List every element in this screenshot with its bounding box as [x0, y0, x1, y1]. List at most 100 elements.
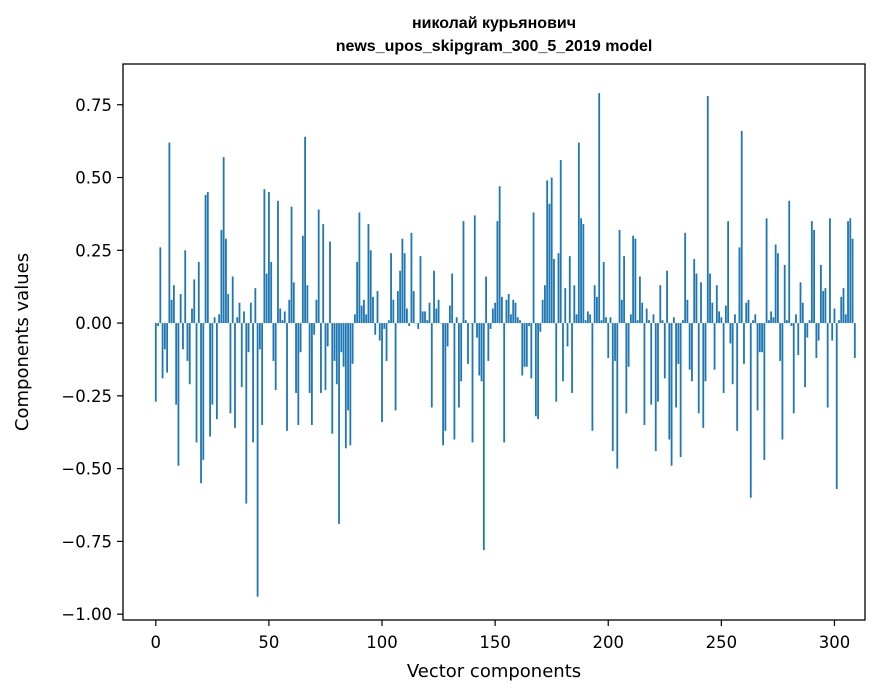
bar-81 [338, 323, 340, 524]
bar-301 [835, 323, 838, 490]
bar-287 [804, 323, 806, 388]
bar-196 [598, 93, 601, 324]
bar-161 [519, 320, 521, 324]
bar-149 [491, 308, 494, 324]
bar-305 [844, 314, 847, 324]
bar-296 [824, 288, 827, 324]
bar-138 [467, 323, 469, 364]
bar-105 [392, 299, 395, 324]
bar-238 [693, 259, 696, 324]
bar-111 [406, 308, 408, 324]
bar-109 [401, 238, 404, 324]
bar-55 [279, 308, 282, 324]
bar-185 [573, 285, 576, 324]
bar-132 [453, 323, 456, 440]
bar-232 [679, 323, 682, 457]
bar-269 [763, 323, 766, 460]
bar-134 [458, 323, 460, 408]
x-tick-label-300: 300 [819, 633, 851, 652]
x-tick-label-0: 0 [151, 633, 162, 652]
bar-231 [677, 323, 680, 364]
chart-title-line-1: николай курьянович [412, 15, 576, 32]
bar-66 [304, 136, 307, 324]
bar-281 [790, 323, 793, 326]
plot-area-frame [122, 63, 866, 621]
bar-58 [286, 323, 288, 431]
bar-36 [236, 317, 239, 324]
x-axis-ticks: 0 50 100 150 200 250 300 [151, 620, 851, 652]
bar-series [154, 93, 856, 597]
bar-178 [557, 253, 560, 324]
bar-200 [607, 323, 610, 359]
x-tick-label-200: 200 [592, 633, 624, 652]
bar-247 [713, 323, 716, 370]
bar-272 [770, 311, 773, 324]
bar-123 [433, 270, 435, 324]
bar-93 [365, 314, 368, 324]
bar-120 [426, 320, 429, 324]
bar-180 [562, 323, 564, 382]
bar-242 [702, 323, 705, 428]
bar-67 [306, 285, 309, 324]
bar-56 [281, 320, 284, 324]
bar-252 [724, 305, 727, 324]
bar-144 [480, 323, 483, 382]
bar-85 [347, 323, 349, 411]
bar-177 [555, 323, 558, 402]
bar-277 [781, 323, 784, 440]
y-axis-label: Components values [12, 253, 33, 431]
bar-264 [752, 320, 754, 324]
bar-146 [485, 276, 487, 324]
bar-308 [851, 238, 854, 324]
bar-31 [225, 238, 227, 324]
bar-201 [609, 317, 612, 324]
bar-189 [582, 224, 585, 324]
bar-279 [786, 320, 788, 324]
bar-262 [747, 299, 750, 324]
bar-181 [564, 288, 567, 324]
bar-226 [666, 270, 668, 324]
bar-102 [385, 323, 388, 361]
bar-205 [618, 229, 621, 324]
bar-173 [546, 180, 549, 324]
bar-4 [163, 323, 166, 350]
bar-251 [722, 323, 725, 393]
bar-213 [636, 320, 639, 324]
bar-148 [489, 323, 492, 329]
bar-233 [681, 320, 684, 324]
bar-268 [761, 323, 763, 353]
bar-12 [182, 323, 184, 350]
bar-271 [767, 320, 770, 324]
bar-176 [553, 259, 555, 324]
bar-307 [849, 218, 852, 324]
bar-11 [179, 293, 182, 324]
bar-163 [523, 323, 526, 367]
bar-214 [639, 276, 641, 324]
bar-160 [516, 317, 519, 324]
bar-309 [853, 323, 856, 359]
bar-108 [399, 270, 402, 324]
bar-220 [652, 314, 655, 324]
bar-38 [240, 323, 243, 388]
bar-20 [200, 323, 202, 484]
bar-255 [731, 323, 734, 385]
bar-289 [808, 320, 811, 324]
bar-237 [691, 323, 693, 382]
bar-229 [672, 317, 675, 324]
bar-101 [383, 323, 386, 329]
bar-165 [528, 323, 530, 326]
bar-169 [537, 323, 540, 420]
bar-249 [718, 311, 720, 324]
bar-172 [543, 285, 546, 324]
bar-15 [188, 323, 191, 385]
y-tick-label-4: 0.00 [75, 314, 112, 333]
bar-291 [813, 229, 816, 324]
bar-13 [184, 250, 187, 324]
bar-61 [292, 282, 295, 324]
bar-254 [729, 323, 732, 344]
bar-72 [317, 209, 320, 324]
bar-40 [245, 323, 248, 504]
bar-230 [675, 323, 678, 408]
bar-79 [333, 323, 336, 361]
